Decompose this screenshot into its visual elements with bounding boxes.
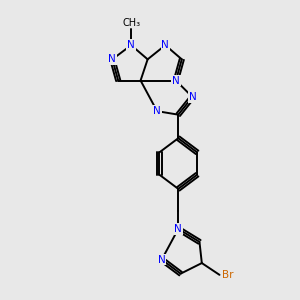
- Text: N: N: [153, 106, 161, 116]
- Text: N: N: [108, 54, 116, 64]
- Text: N: N: [161, 40, 169, 50]
- Text: N: N: [174, 224, 182, 234]
- Text: N: N: [172, 76, 180, 85]
- Text: CH₃: CH₃: [122, 18, 140, 28]
- Text: N: N: [158, 254, 166, 265]
- Text: Br: Br: [222, 270, 233, 280]
- Text: N: N: [127, 40, 135, 50]
- Text: N: N: [188, 92, 196, 102]
